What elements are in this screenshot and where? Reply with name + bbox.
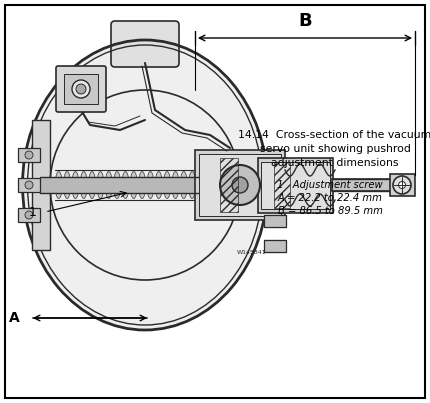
Text: W145841: W145841 [237, 251, 267, 256]
Ellipse shape [72, 172, 79, 199]
Circle shape [25, 151, 33, 159]
Bar [195, 150, 285, 220]
Ellipse shape [147, 172, 154, 199]
Ellipse shape [138, 172, 146, 199]
Bar [258, 158, 333, 213]
Text: servo unit showing pushrod: servo unit showing pushrod [260, 144, 411, 154]
Ellipse shape [180, 172, 187, 199]
Bar [274, 162, 290, 208]
Bar [32, 120, 50, 250]
FancyBboxPatch shape [111, 21, 179, 67]
FancyBboxPatch shape [56, 66, 106, 112]
Bar [264, 215, 286, 227]
Text: A: A [9, 311, 20, 325]
Circle shape [232, 177, 248, 193]
Ellipse shape [130, 172, 137, 199]
Circle shape [399, 181, 405, 189]
Bar [199, 154, 281, 216]
Circle shape [220, 165, 260, 205]
Text: 1: 1 [29, 206, 37, 220]
Ellipse shape [89, 172, 95, 199]
Ellipse shape [188, 172, 196, 199]
Bar [261, 162, 330, 209]
Ellipse shape [105, 172, 112, 199]
Ellipse shape [80, 172, 87, 199]
Circle shape [25, 211, 33, 219]
Bar [18, 208, 40, 222]
Text: A = 22.2 to 22.4 mm: A = 22.2 to 22.4 mm [277, 193, 382, 203]
Bar [18, 178, 40, 192]
Bar [64, 74, 98, 104]
Ellipse shape [64, 172, 71, 199]
Ellipse shape [55, 172, 62, 199]
Text: B: B [298, 12, 312, 30]
Bar [18, 148, 40, 162]
Bar [332, 179, 392, 191]
Ellipse shape [155, 172, 162, 199]
Text: 14.14  Cross-section of the vacuum: 14.14 Cross-section of the vacuum [238, 130, 430, 140]
Bar [40, 177, 310, 193]
Ellipse shape [122, 172, 129, 199]
Ellipse shape [22, 40, 267, 330]
Bar [390, 174, 415, 196]
Circle shape [393, 176, 411, 194]
Text: 1   Adjustment screw: 1 Adjustment screw [277, 180, 383, 190]
Circle shape [72, 80, 90, 98]
Text: adjustment dimensions: adjustment dimensions [271, 158, 399, 168]
Ellipse shape [197, 172, 204, 199]
Bar [220, 158, 238, 212]
Ellipse shape [163, 172, 171, 199]
Ellipse shape [114, 172, 121, 199]
Circle shape [76, 84, 86, 94]
Circle shape [25, 181, 33, 189]
Ellipse shape [172, 172, 179, 199]
Text: B = 86.5 to 89.5 mm: B = 86.5 to 89.5 mm [277, 206, 382, 216]
Bar [264, 240, 286, 252]
Ellipse shape [97, 172, 104, 199]
